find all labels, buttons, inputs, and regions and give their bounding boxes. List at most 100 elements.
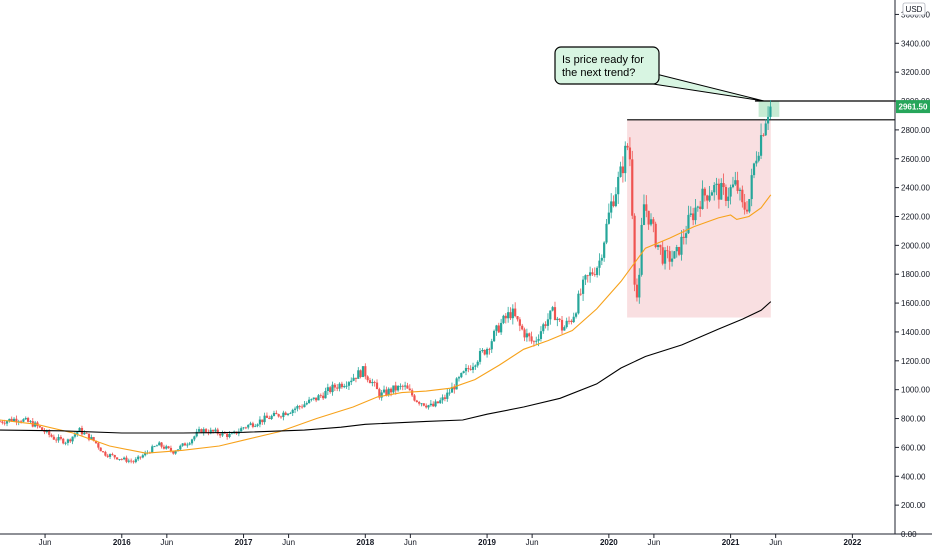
candle[interactable]: [670, 250, 674, 267]
candle[interactable]: [99, 447, 102, 452]
candle[interactable]: [619, 161, 622, 178]
candle[interactable]: [38, 425, 41, 429]
candle[interactable]: [471, 362, 475, 374]
candle[interactable]: [265, 412, 269, 418]
candle[interactable]: [216, 427, 219, 436]
candle[interactable]: [696, 205, 699, 212]
candle[interactable]: [380, 389, 383, 401]
candle[interactable]: [254, 423, 257, 428]
candle[interactable]: [607, 203, 610, 225]
candle[interactable]: [577, 290, 580, 315]
candle[interactable]: [31, 418, 34, 428]
candle[interactable]: [490, 338, 493, 353]
candle[interactable]: [640, 217, 643, 277]
annotation-callout[interactable]: Is price ready for the next trend?: [554, 46, 765, 102]
candle[interactable]: [179, 444, 182, 451]
candle[interactable]: [226, 432, 229, 440]
candle[interactable]: [523, 327, 526, 342]
candle[interactable]: [118, 459, 121, 461]
candle[interactable]: [130, 458, 133, 464]
candle[interactable]: [560, 315, 564, 334]
candle[interactable]: [411, 388, 414, 398]
candle[interactable]: [41, 427, 44, 431]
candle[interactable]: [97, 442, 100, 450]
candle[interactable]: [553, 301, 557, 321]
candle[interactable]: [708, 186, 711, 203]
candle[interactable]: [219, 432, 222, 438]
candle[interactable]: [256, 423, 259, 428]
candle[interactable]: [525, 328, 528, 342]
candle[interactable]: [336, 384, 339, 392]
candle[interactable]: [415, 399, 418, 403]
candle[interactable]: [282, 410, 285, 421]
candle[interactable]: [734, 171, 737, 186]
candle[interactable]: [214, 427, 217, 433]
candle[interactable]: [57, 434, 60, 443]
candle[interactable]: [605, 219, 608, 245]
candle[interactable]: [333, 383, 336, 392]
candle[interactable]: [455, 377, 458, 390]
candle[interactable]: [106, 453, 109, 458]
candle[interactable]: [647, 210, 650, 230]
candle[interactable]: [645, 195, 648, 218]
candle[interactable]: [364, 363, 367, 380]
candle[interactable]: [549, 310, 552, 325]
candle[interactable]: [197, 426, 201, 434]
candle[interactable]: [481, 348, 484, 353]
candle[interactable]: [483, 349, 486, 356]
candle[interactable]: [729, 184, 732, 205]
candle[interactable]: [675, 244, 678, 258]
candle[interactable]: [586, 274, 589, 283]
candle[interactable]: [141, 453, 144, 459]
candle[interactable]: [345, 381, 348, 389]
candle[interactable]: [52, 434, 55, 440]
candle[interactable]: [354, 377, 358, 383]
candle[interactable]: [685, 225, 688, 245]
candle[interactable]: [631, 150, 634, 220]
candle[interactable]: [694, 198, 697, 225]
candle[interactable]: [359, 369, 362, 379]
candle[interactable]: [759, 123, 763, 160]
candle[interactable]: [663, 247, 667, 270]
candle[interactable]: [626, 143, 629, 151]
candle[interactable]: [717, 178, 721, 209]
candle[interactable]: [368, 377, 372, 384]
candle[interactable]: [305, 401, 308, 406]
candle[interactable]: [509, 307, 512, 320]
candle[interactable]: [111, 452, 114, 456]
candle[interactable]: [504, 313, 507, 324]
candle[interactable]: [406, 382, 409, 389]
candle[interactable]: [736, 171, 739, 194]
candle[interactable]: [766, 106, 770, 130]
candle[interactable]: [146, 450, 149, 455]
candle[interactable]: [514, 302, 517, 318]
candle[interactable]: [666, 245, 669, 259]
candle[interactable]: [621, 156, 624, 183]
candle[interactable]: [375, 379, 379, 390]
candle[interactable]: [589, 266, 592, 283]
candle[interactable]: [160, 442, 163, 449]
candle[interactable]: [123, 456, 126, 461]
candle[interactable]: [727, 187, 730, 209]
candle[interactable]: [485, 347, 489, 358]
candle[interactable]: [62, 437, 65, 445]
candle[interactable]: [104, 450, 107, 457]
candle[interactable]: [404, 381, 407, 390]
candle[interactable]: [507, 306, 510, 323]
candle[interactable]: [322, 392, 325, 400]
candle[interactable]: [574, 311, 578, 319]
candle[interactable]: [289, 411, 292, 415]
candle[interactable]: [741, 185, 744, 208]
candle[interactable]: [338, 382, 341, 392]
candle[interactable]: [598, 253, 601, 276]
candle[interactable]: [71, 436, 74, 445]
candle[interactable]: [331, 381, 334, 396]
candle[interactable]: [279, 415, 283, 419]
candle[interactable]: [652, 217, 655, 233]
candle[interactable]: [769, 99, 772, 120]
candle[interactable]: [764, 119, 767, 137]
candle[interactable]: [66, 438, 70, 446]
candle[interactable]: [408, 384, 411, 391]
candle[interactable]: [125, 455, 128, 464]
candle[interactable]: [137, 455, 140, 462]
